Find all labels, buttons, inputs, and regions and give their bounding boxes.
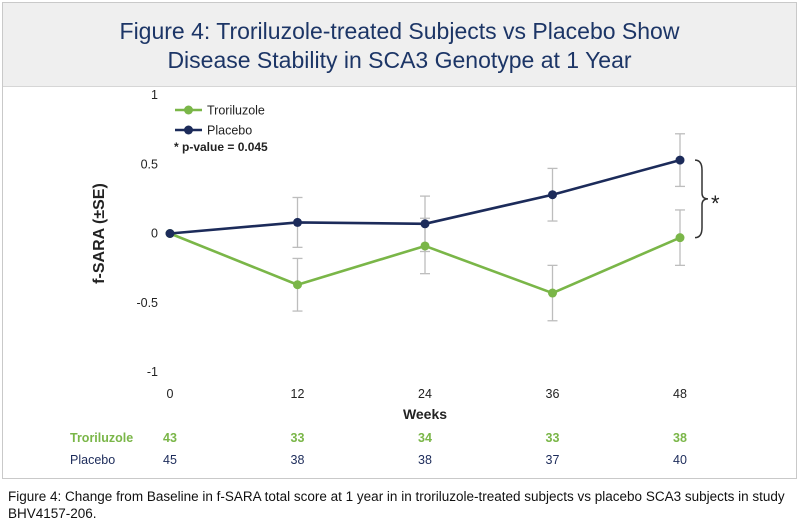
n-table-cell-troriluzole: 38 [673, 431, 687, 445]
n-table-cell-troriluzole: 33 [546, 431, 560, 445]
n-table-cell-troriluzole: 43 [163, 431, 177, 445]
n-table-cell-placebo: 45 [163, 453, 177, 467]
chart-title-line-2: Disease Stability in SCA3 Genotype at 1 … [167, 47, 632, 73]
y-tick-label: 0 [151, 227, 158, 241]
n-table-cell-placebo: 38 [418, 453, 432, 467]
p-value-annotation: * p-value = 0.045 [174, 140, 268, 154]
figure-frame: Figure 4: Troriluzole-treated Subjects v… [2, 2, 797, 479]
data-point-troriluzole [293, 280, 302, 290]
y-tick-label: 0.5 [141, 157, 158, 171]
legend-label-troriluzole: Troriluzole [207, 104, 265, 118]
y-tick-label: 1 [151, 88, 158, 102]
x-tick-label: 12 [291, 387, 305, 401]
x-tick-label: 48 [673, 387, 687, 401]
y-tick-label: -0.5 [136, 296, 158, 310]
n-table-row-label-troriluzole: Troriluzole [70, 431, 133, 445]
significance-bracket [694, 159, 709, 239]
data-point-troriluzole [420, 241, 430, 251]
y-axis-label: f-SARA (±SE) [91, 183, 108, 284]
n-table-cell-placebo: 37 [546, 453, 560, 467]
n-table-cell-placebo: 38 [291, 453, 305, 467]
n-table-row-label-placebo: Placebo [70, 453, 115, 467]
data-point-placebo [165, 229, 175, 238]
n-table-cell-troriluzole: 34 [418, 431, 432, 445]
data-point-placebo [675, 155, 685, 165]
data-point-placebo [548, 190, 557, 200]
x-tick-label: 36 [546, 387, 560, 401]
significance-marker: * [711, 191, 720, 216]
x-tick-label: 0 [167, 387, 174, 401]
x-tick-label: 24 [418, 387, 432, 401]
data-point-troriluzole [548, 288, 557, 298]
n-table-cell-placebo: 40 [673, 453, 687, 467]
legend-marker-placebo [184, 125, 193, 135]
data-point-placebo [420, 219, 430, 229]
y-tick-label: -1 [147, 365, 158, 379]
n-table-cell-troriluzole: 33 [291, 431, 305, 445]
x-axis-label: Weeks [403, 406, 447, 422]
figure-caption: Figure 4: Change from Baseline in f-SARA… [8, 489, 785, 521]
data-point-placebo [293, 217, 302, 227]
legend-label-placebo: Placebo [207, 124, 252, 138]
title-band: Figure 4: Troriluzole-treated Subjects v… [3, 3, 796, 87]
legend-marker-troriluzole [184, 105, 193, 115]
chart-title: Figure 4: Troriluzole-treated Subjects v… [3, 17, 796, 75]
chart-title-line-1: Figure 4: Troriluzole-treated Subjects v… [119, 18, 680, 44]
chart-area: 1 0.5 0 -0.5 -1 0 12 24 36 48 Weeks f-SARA (±SE) Tro… [70, 88, 720, 467]
data-point-troriluzole [675, 233, 685, 243]
